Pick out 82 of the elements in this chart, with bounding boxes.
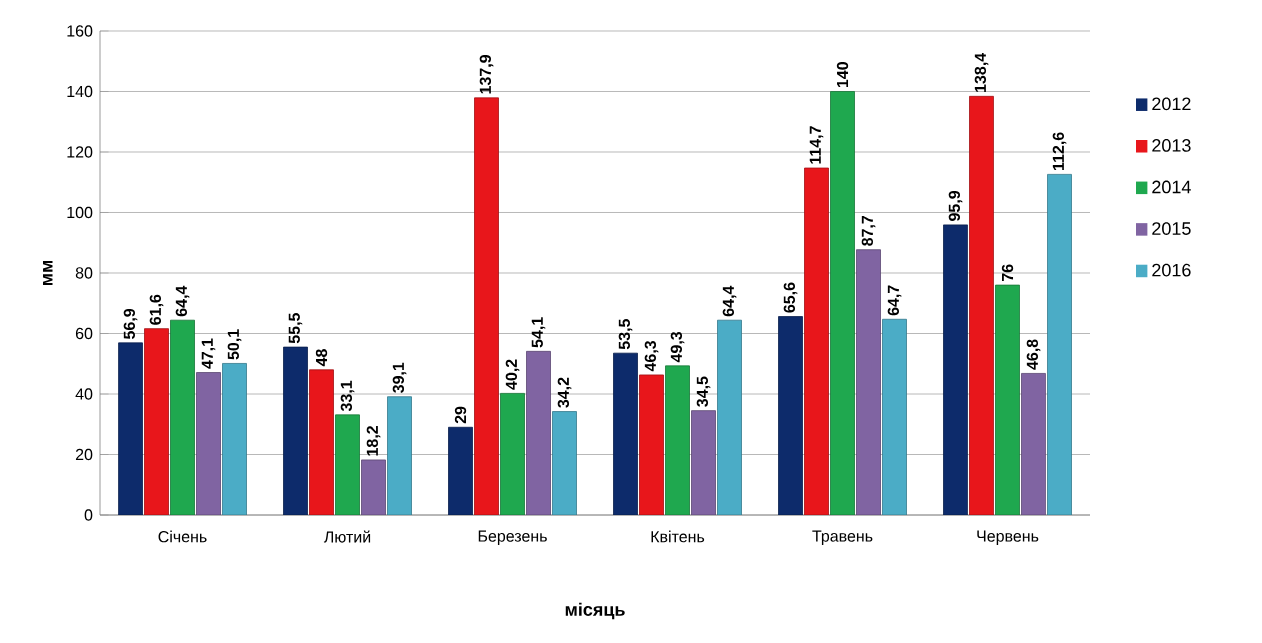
x-tick-label: Березень [478, 530, 547, 545]
data-label: 140 [836, 62, 849, 88]
data-label: 53,5 [618, 319, 633, 350]
data-label: 87,7 [861, 215, 876, 246]
y-tick-label: 0 [84, 509, 93, 521]
data-label: 40,2 [505, 359, 520, 390]
bar [995, 284, 1020, 515]
bar [882, 318, 907, 515]
bar [474, 97, 499, 515]
y-tick-label: 40 [75, 388, 93, 400]
x-tick-label: Червень [977, 530, 1039, 545]
x-tick-label: Січень [158, 530, 207, 543]
x-axis-title: місяць [565, 602, 625, 620]
data-label: 114,7 [809, 126, 824, 164]
bar [691, 410, 716, 515]
data-label: 29 [454, 406, 467, 424]
data-label: 46,3 [644, 340, 659, 372]
data-label: 54,1 [531, 317, 546, 348]
bar [526, 350, 551, 515]
bar [665, 365, 690, 515]
data-label: 18,2 [366, 426, 381, 456]
data-label: 34,5 [696, 376, 711, 407]
data-label: 48 [315, 349, 328, 367]
bar [196, 372, 221, 515]
y-axis-title: мм [43, 260, 53, 286]
bar [613, 352, 638, 515]
data-label: 137,9 [479, 55, 494, 94]
bar [335, 414, 360, 515]
data-label: 65,6 [783, 282, 798, 313]
legend-label: 2016 [1152, 263, 1191, 277]
bar [500, 393, 525, 515]
data-label: 64,4 [722, 285, 737, 317]
data-label: 46,8 [1026, 339, 1041, 370]
data-label: 61,6 [149, 294, 164, 325]
data-label: 47,1 [201, 338, 216, 369]
bar [387, 396, 412, 515]
y-tick-label: 60 [75, 327, 93, 340]
y-tick-label: 80 [75, 267, 93, 279]
legend-label: 2012 [1152, 97, 1191, 111]
data-label: 34,2 [557, 377, 572, 408]
bar [170, 319, 195, 515]
bar [1047, 173, 1072, 515]
bar [552, 411, 577, 515]
y-tick-label: 120 [67, 146, 93, 158]
data-label: 56,9 [123, 308, 138, 339]
data-label: 50,1 [227, 329, 242, 360]
data-label: 64,7 [887, 285, 902, 316]
bar [639, 374, 664, 515]
legend-label: 2014 [1152, 180, 1191, 194]
data-label: 64,4 [175, 285, 190, 317]
data-label: 112,6 [1052, 132, 1067, 170]
legend-label: 2015 [1152, 222, 1191, 235]
bar [1021, 373, 1046, 515]
bar [778, 316, 803, 515]
bar [717, 319, 742, 515]
bar [222, 363, 247, 515]
bar [118, 342, 143, 515]
bar [144, 328, 169, 515]
data-label: 95,9 [948, 190, 963, 221]
y-tick-label: 20 [75, 448, 93, 461]
bar [361, 459, 386, 515]
bar [943, 224, 968, 515]
legend-label: 2013 [1152, 139, 1191, 152]
data-label: 55,5 [288, 313, 303, 344]
bar [830, 91, 855, 515]
bar [856, 249, 881, 515]
y-tick-label: 100 [67, 206, 93, 219]
bar [448, 426, 473, 515]
data-label: 49,3 [670, 331, 685, 363]
data-label: 138,4 [974, 52, 989, 92]
x-tick-label: Лютий [323, 530, 371, 543]
data-label: 39,1 [392, 362, 407, 393]
data-label: 76 [1001, 264, 1014, 282]
bar [804, 167, 829, 515]
bar [283, 346, 308, 515]
bar [309, 369, 334, 515]
x-tick-label: Квітень [651, 530, 705, 543]
bar [969, 95, 994, 515]
y-tick-label: 140 [67, 85, 93, 98]
y-tick-label: 160 [67, 25, 93, 37]
data-label: 33,1 [340, 380, 355, 412]
x-tick-label: Травень [812, 530, 873, 545]
